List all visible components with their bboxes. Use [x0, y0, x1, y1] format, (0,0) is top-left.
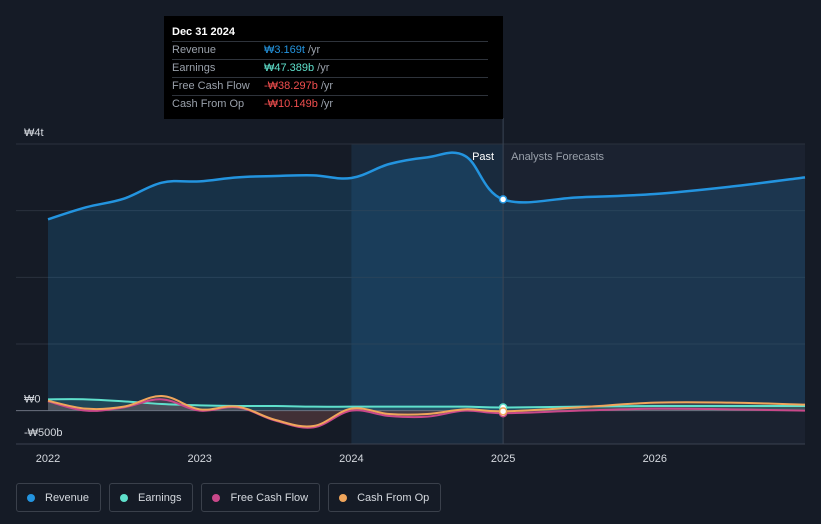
legend-dot-icon [212, 493, 221, 502]
x-tick-label: 2026 [643, 453, 667, 465]
tooltip-row-free-cash-flow: Free Cash Flow -₩38.297b /yr [172, 77, 488, 95]
legend-dot-icon [120, 493, 129, 502]
tooltip-date: Dec 31 2024 [172, 26, 235, 38]
cash-from-op-marker [498, 407, 508, 416]
tooltip-row-revenue: Revenue ₩3.169t /yr [172, 41, 488, 59]
series-lines [47, 151, 806, 429]
past-label: Past [472, 151, 494, 163]
tooltip-value: ₩3.169t [264, 44, 305, 56]
legend: Revenue Earnings Free Cash Flow Cash Fro… [16, 483, 442, 512]
tooltip-row-cash-from-op: Cash From Op -₩10.149b /yr [172, 95, 488, 113]
earnings-line [47, 398, 805, 409]
free-cash-flow-line [47, 398, 806, 429]
tooltip-value: -₩10.149b [264, 98, 318, 110]
tooltip-value: ₩47.389b [264, 62, 315, 74]
x-tick-label: 2025 [491, 453, 515, 465]
cash-from-op-area [48, 395, 805, 427]
tooltip-label: Revenue [172, 44, 217, 56]
y-tick-label: ₩0 [24, 394, 41, 406]
tooltip-unit: /yr [307, 44, 321, 56]
gridlines [16, 143, 805, 445]
tooltip-value: -₩38.297b [264, 80, 318, 92]
y-tick-label: -₩500b [24, 427, 63, 439]
legend-label: Revenue [45, 491, 90, 504]
tooltip: Dec 31 2024 Revenue ₩3.169t /yr Earnings… [164, 16, 503, 119]
legend-dot-icon [339, 493, 348, 502]
forecast-label: Analysts Forecasts [511, 151, 604, 163]
x-tick-label: 2022 [36, 453, 60, 465]
cash-from-op-line [47, 394, 806, 428]
tooltip-unit: /yr [317, 62, 330, 74]
legend-item-free-cash-flow[interactable]: Free Cash Flow [201, 483, 321, 512]
legend-label: Free Cash Flow [230, 491, 309, 504]
legend-item-cash-from-op[interactable]: Cash From Op [328, 483, 442, 512]
tooltip-label: Earnings [172, 62, 216, 74]
legend-item-earnings[interactable]: Earnings [109, 483, 194, 512]
past-highlight-region [351, 144, 504, 444]
x-tick-label: 2023 [187, 453, 211, 465]
legend-label: Earnings [138, 491, 182, 504]
y-axis-labels: ₩4t ₩0 -₩500b [24, 127, 63, 439]
x-axis-labels: 2022 2023 2024 2025 2026 [36, 453, 667, 465]
area-layer [48, 152, 805, 428]
series-markers [498, 195, 508, 418]
tooltip-unit: /yr [320, 80, 334, 92]
revenue-area [48, 152, 805, 411]
revenue-line [47, 151, 806, 221]
tooltip-label: Cash From Op [172, 98, 245, 110]
tooltip-row-earnings: Earnings ₩47.389b /yr [172, 59, 488, 77]
legend-label: Cash From Op [357, 491, 430, 504]
y-tick-label: ₩4t [24, 127, 44, 139]
legend-item-revenue[interactable]: Revenue [16, 483, 102, 512]
legend-dot-icon [27, 493, 35, 502]
revenue-marker [498, 195, 508, 204]
tooltip-unit: /yr [320, 98, 334, 110]
x-tick-label: 2024 [339, 453, 363, 465]
tooltip-label: Free Cash Flow [172, 80, 250, 92]
